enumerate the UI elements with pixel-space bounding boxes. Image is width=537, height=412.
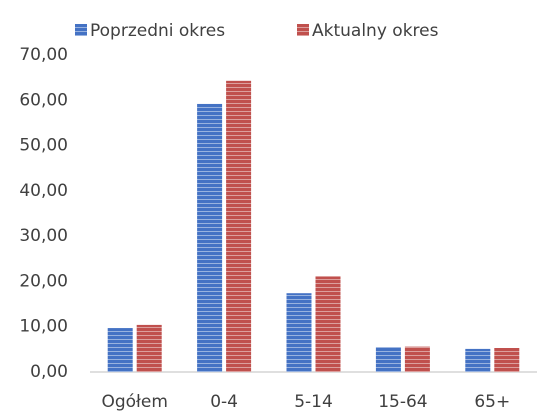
y-tick-label: 40,00: [19, 181, 68, 201]
legend-label: Poprzedni okres: [90, 21, 225, 41]
bar: [494, 347, 520, 372]
bar: [404, 346, 430, 372]
y-tick-label: 20,00: [19, 271, 68, 291]
bar: [286, 293, 312, 372]
legend-swatch: [297, 24, 309, 36]
y-tick-label: 70,00: [19, 45, 68, 65]
legend-swatch: [75, 24, 87, 36]
bar: [226, 80, 252, 372]
bar: [197, 103, 223, 372]
bar: [315, 276, 341, 372]
bar: [136, 324, 162, 372]
x-tick-label: 5-14: [294, 392, 333, 412]
x-tick-label: 65+: [474, 392, 510, 412]
legend-label: Aktualny okres: [312, 21, 439, 41]
bar: [375, 347, 401, 372]
x-tick-label: 0-4: [210, 392, 238, 412]
y-tick-label: 50,00: [19, 136, 68, 156]
y-tick-label: 10,00: [19, 317, 68, 337]
bar: [107, 328, 133, 372]
x-tick-label: 15-64: [378, 392, 427, 412]
y-tick-label: 30,00: [19, 226, 68, 246]
bar: [465, 348, 491, 372]
y-tick-label: 60,00: [19, 90, 68, 110]
x-tick-label: Ogółem: [101, 392, 167, 412]
y-tick-label: 0,00: [30, 362, 68, 382]
